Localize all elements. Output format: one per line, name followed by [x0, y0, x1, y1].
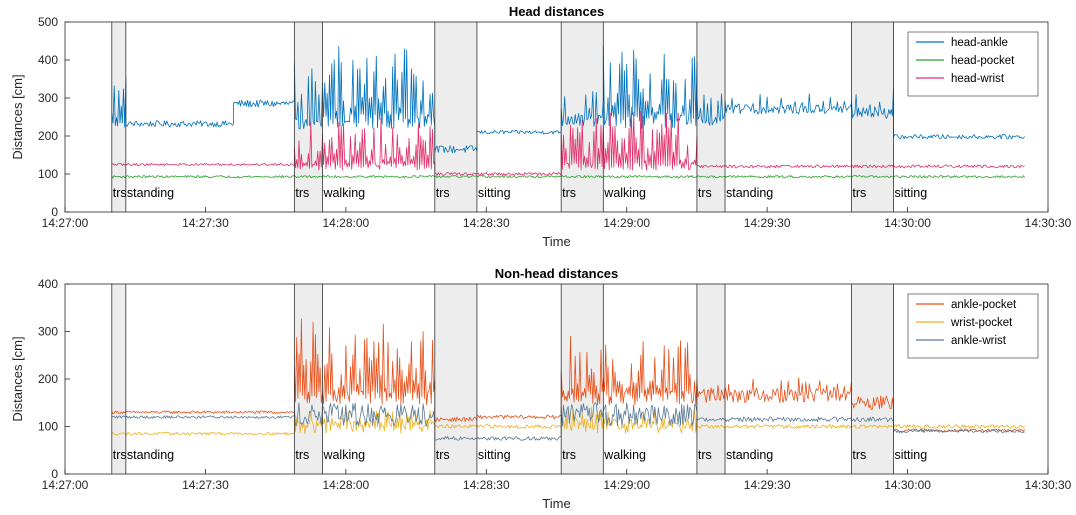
- plot-area: [65, 284, 1048, 474]
- legend-entry-ankle-pocket: ankle-pocket: [951, 299, 1017, 311]
- y-tick-label: 100: [38, 420, 58, 434]
- activity-label-trs: trs: [436, 448, 450, 462]
- x-tick-label: 14:27:00: [42, 216, 89, 230]
- activity-label-trs: trs: [698, 186, 712, 200]
- transition-region: [294, 284, 323, 474]
- x-tick-label: 14:29:00: [603, 216, 650, 230]
- y-tick-label: 300: [38, 325, 58, 339]
- activity-label-trs: trs: [698, 448, 712, 462]
- x-tick-label: 14:27:30: [182, 216, 229, 230]
- x-tick-label: 14:28:30: [463, 216, 510, 230]
- x-tick-label: 14:29:30: [744, 478, 791, 492]
- activity-label-walking: walking: [603, 186, 646, 200]
- y-axis-label: Distances [cm]: [10, 74, 25, 159]
- legend: [907, 31, 1039, 97]
- activity-label-sitting: sitting: [895, 186, 928, 200]
- y-tick-label: 0: [51, 205, 58, 219]
- legend-entry-head-pocket: head-pocket: [951, 55, 1015, 67]
- chart-title: Non-head distances: [495, 266, 619, 281]
- x-tick-label: 14:28:30: [463, 478, 510, 492]
- activity-label-trs: trs: [113, 448, 127, 462]
- x-tick-label: 14:30:30: [1025, 478, 1072, 492]
- x-tick-label: 14:27:30: [182, 478, 229, 492]
- x-tick-label: 14:30:00: [884, 478, 931, 492]
- x-tick-label: 14:29:30: [744, 216, 791, 230]
- transition-region: [851, 284, 894, 474]
- x-tick-label: 14:29:00: [603, 478, 650, 492]
- transition-region: [434, 284, 477, 474]
- y-tick-label: 500: [38, 15, 58, 29]
- y-tick-label: 300: [38, 91, 58, 105]
- x-tick-label: 14:27:00: [42, 478, 89, 492]
- y-tick-label: 400: [38, 277, 58, 291]
- activity-label-trs: trs: [852, 448, 866, 462]
- activity-label-trs: trs: [852, 186, 866, 200]
- legend-entry-head-wrist: head-wrist: [951, 73, 1005, 85]
- activity-label-trs: trs: [436, 186, 450, 200]
- y-tick-label: 0: [51, 467, 58, 481]
- activity-label-trs: trs: [562, 448, 576, 462]
- legend: [907, 293, 1039, 359]
- activity-label-trs: trs: [295, 448, 309, 462]
- axes-frame: [64, 21, 1049, 213]
- non-head-distances-panel: trs standing trs walking trs sitting trs walkin…: [10, 266, 1072, 511]
- series-line-ankle-pocket: [111, 318, 1025, 432]
- y-tick-label: 100: [38, 167, 58, 181]
- transition-region: [434, 22, 477, 212]
- activity-label-standing: standing: [726, 448, 773, 462]
- series-line-wrist-pocket: [111, 406, 1025, 436]
- activity-label-trs: trs: [295, 186, 309, 200]
- transition-region: [561, 284, 604, 474]
- head-distances-panel: trs standing trs walking trs sitting trs walkin…: [10, 4, 1072, 249]
- transition-region: [696, 284, 726, 474]
- activity-label-trs: trs: [562, 186, 576, 200]
- legend-entry-wrist-pocket: wrist-pocket: [950, 317, 1013, 329]
- plot-area: [65, 22, 1048, 212]
- legend-entry-head-ankle: head-ankle: [951, 37, 1008, 49]
- activity-label-standing: standing: [127, 186, 174, 200]
- transition-region: [111, 284, 126, 474]
- x-axis-label: Time: [542, 234, 570, 249]
- x-tick-label: 14:30:30: [1025, 216, 1072, 230]
- activity-label-trs: trs: [113, 186, 127, 200]
- activity-label-walking: walking: [603, 448, 646, 462]
- transition-region: [851, 22, 894, 212]
- legend-entry-ankle-wrist: ankle-wrist: [951, 335, 1007, 347]
- x-tick-label: 14:30:00: [884, 216, 931, 230]
- chart-title: Head distances: [509, 4, 604, 19]
- activity-label-sitting: sitting: [895, 448, 928, 462]
- activity-label-standing: standing: [127, 448, 174, 462]
- activity-label-sitting: sitting: [478, 186, 511, 200]
- activity-label-walking: walking: [322, 448, 365, 462]
- y-tick-label: 400: [38, 53, 58, 67]
- series-line-head-wrist: [111, 107, 1025, 176]
- y-axis-label: Distances [cm]: [10, 336, 25, 421]
- activity-label-sitting: sitting: [478, 448, 511, 462]
- series-line-head-ankle: [111, 44, 1025, 153]
- transition-region: [111, 22, 126, 212]
- activity-label-walking: walking: [322, 186, 365, 200]
- series-line-head-pocket: [111, 175, 1025, 179]
- x-tick-label: 14:28:00: [322, 478, 369, 492]
- x-axis-label: Time: [542, 496, 570, 511]
- activity-label-standing: standing: [726, 186, 773, 200]
- y-tick-label: 200: [38, 372, 58, 386]
- y-tick-label: 200: [38, 129, 58, 143]
- series-line-ankle-wrist: [111, 402, 1025, 441]
- x-tick-label: 14:28:00: [322, 216, 369, 230]
